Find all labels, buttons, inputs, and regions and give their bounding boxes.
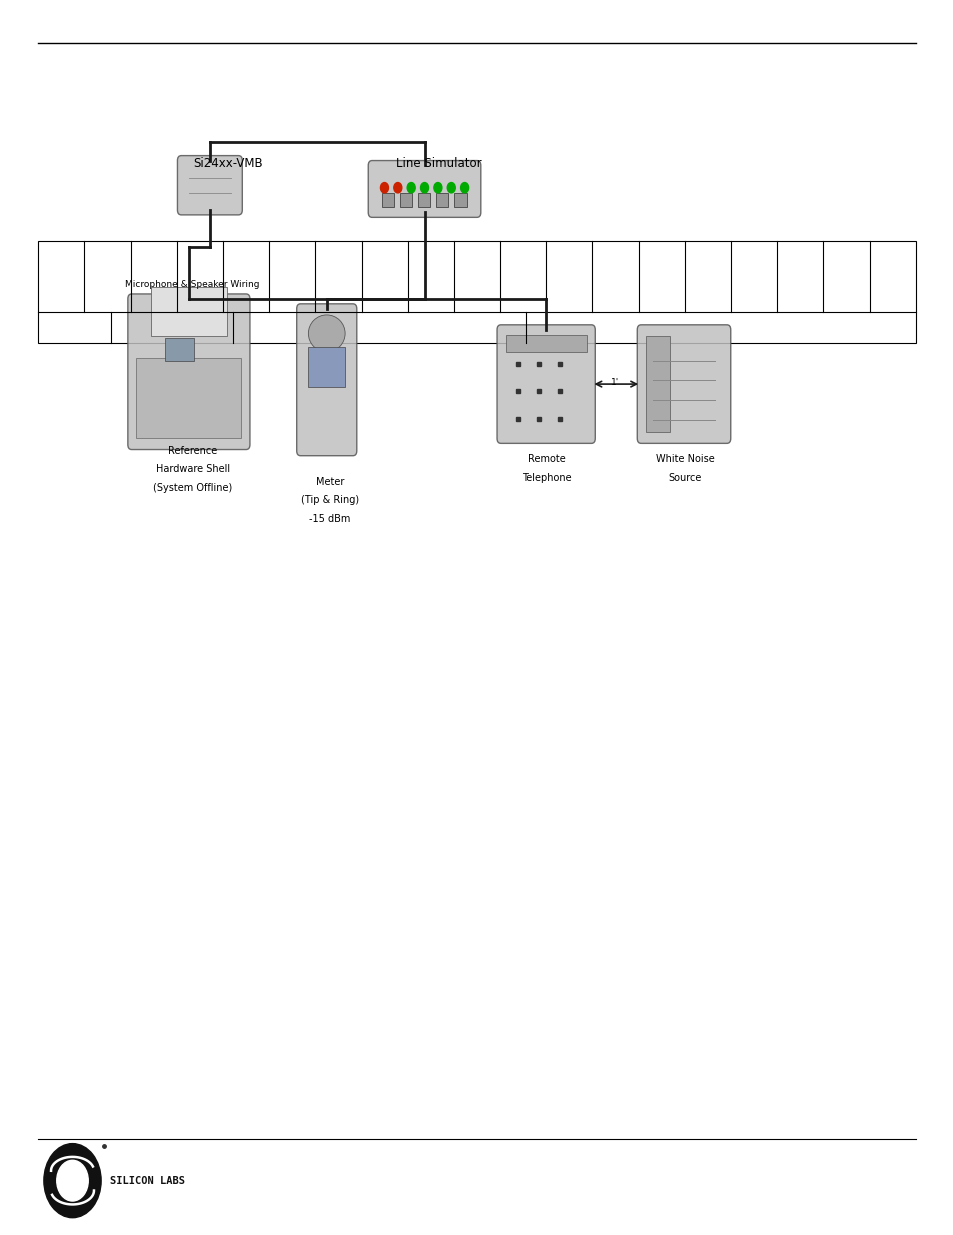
- Bar: [645, 336, 669, 432]
- Ellipse shape: [308, 315, 345, 352]
- Bar: [436, 193, 448, 207]
- Text: -15 dBm: -15 dBm: [309, 514, 351, 524]
- Circle shape: [420, 183, 428, 193]
- Text: White Noise: White Noise: [655, 454, 714, 464]
- FancyBboxPatch shape: [296, 304, 356, 456]
- FancyBboxPatch shape: [637, 325, 730, 443]
- FancyBboxPatch shape: [368, 161, 480, 217]
- Circle shape: [57, 1161, 89, 1200]
- Bar: [165, 338, 193, 361]
- Bar: [308, 347, 345, 387]
- Bar: [417, 193, 430, 207]
- Bar: [136, 358, 241, 438]
- Text: Reference: Reference: [168, 446, 217, 456]
- Circle shape: [380, 183, 388, 193]
- Bar: [151, 287, 227, 336]
- Text: Hardware Shell: Hardware Shell: [155, 464, 230, 474]
- Text: 1': 1': [611, 378, 618, 388]
- Circle shape: [460, 183, 468, 193]
- Bar: [454, 193, 466, 207]
- FancyBboxPatch shape: [177, 156, 242, 215]
- Text: (Tip & Ring): (Tip & Ring): [301, 495, 358, 505]
- Text: Source: Source: [668, 473, 700, 483]
- Bar: [399, 193, 412, 207]
- Text: Remote: Remote: [527, 454, 565, 464]
- Text: (System Offline): (System Offline): [152, 483, 233, 493]
- Bar: [381, 193, 394, 207]
- Circle shape: [447, 183, 455, 193]
- FancyBboxPatch shape: [497, 325, 595, 443]
- Text: Meter: Meter: [315, 477, 344, 487]
- Circle shape: [394, 183, 401, 193]
- Text: SILICON LABS: SILICON LABS: [110, 1176, 185, 1186]
- Circle shape: [407, 183, 415, 193]
- Text: Telephone: Telephone: [521, 473, 571, 483]
- Bar: [38, 241, 915, 343]
- Bar: [505, 335, 586, 352]
- Text: Si24xx-VMB: Si24xx-VMB: [193, 157, 263, 170]
- Circle shape: [434, 183, 441, 193]
- Text: Line Simulator: Line Simulator: [395, 157, 481, 170]
- Circle shape: [44, 1144, 101, 1218]
- Text: Microphone & Speaker Wiring: Microphone & Speaker Wiring: [126, 279, 259, 289]
- FancyBboxPatch shape: [128, 294, 250, 450]
